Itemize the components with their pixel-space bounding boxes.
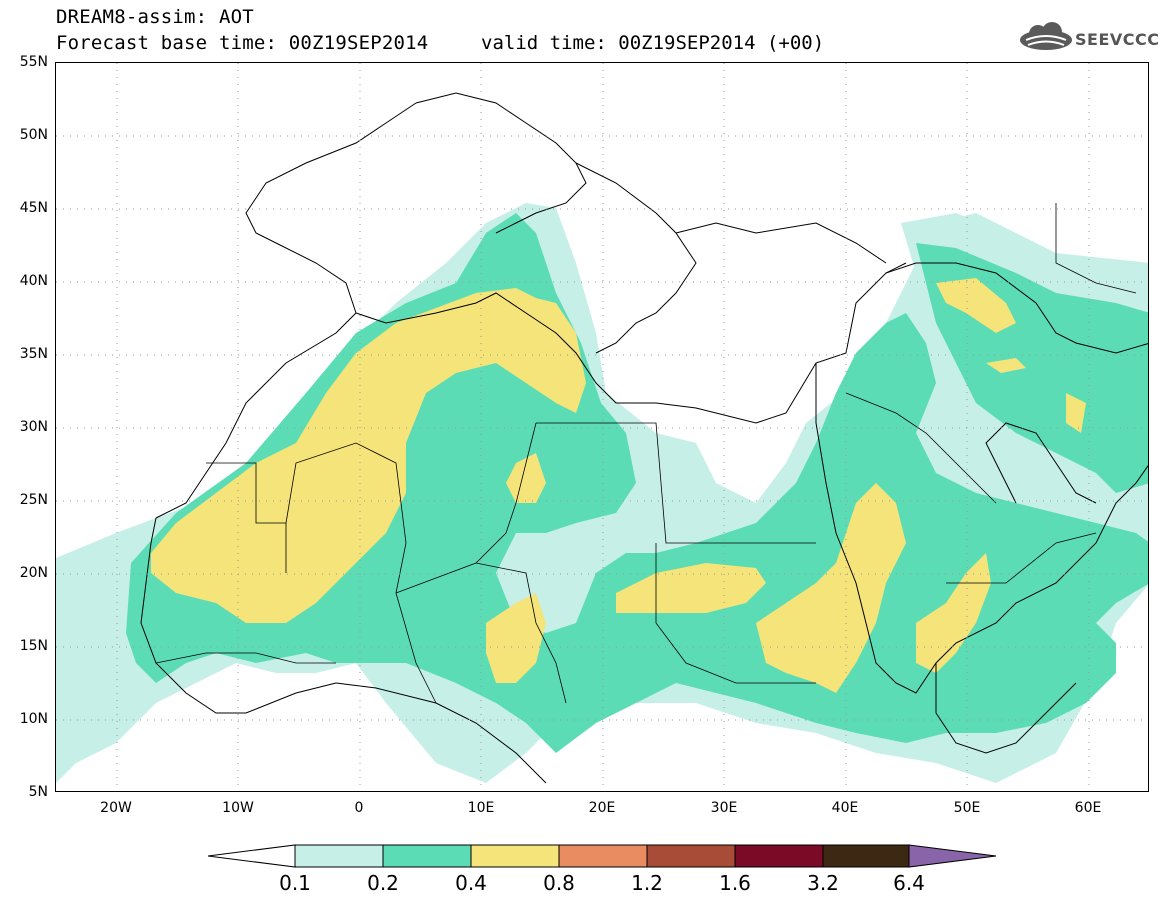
lon-label-0: 0	[354, 800, 364, 816]
colorbar-segment-3.2-6.4	[822, 844, 910, 868]
seevccc-logo	[1020, 22, 1072, 50]
coastlines	[140, 92, 1148, 784]
lon-label-20w: 20W	[100, 800, 132, 816]
colorbar-segment-below-0.1	[208, 844, 296, 868]
lat-label-55n: 55N	[19, 54, 48, 70]
country-borders	[155, 203, 1137, 704]
aot-colorbar	[208, 844, 997, 868]
lat-label-30n: 30N	[19, 419, 48, 435]
lat-label-35n: 35N	[19, 346, 48, 362]
valid-time: valid time: 00Z19SEP2014 (+00)	[481, 32, 825, 54]
lon-label-40e: 40E	[831, 800, 859, 816]
colorbar-segment-0.2-0.4	[382, 844, 472, 868]
lon-label-30e: 30E	[710, 800, 738, 816]
colorbar-label-0.4: 0.4	[455, 871, 487, 895]
lat-label-45n: 45N	[19, 200, 48, 216]
colorbar-segment-0.1-0.2	[294, 844, 384, 868]
colorbar-label-1.6: 1.6	[719, 871, 751, 895]
graticule	[56, 63, 1148, 791]
lat-label-5n: 5N	[28, 784, 48, 800]
map-title: DREAM8-assim: AOT	[56, 6, 254, 28]
aot-map	[55, 62, 1149, 792]
logo-text: SEEVCCC	[1075, 30, 1160, 49]
lon-label-20e: 20E	[588, 800, 616, 816]
aot-map-canvas	[56, 63, 1148, 791]
colorbar-segment-0.8-1.2	[558, 844, 648, 868]
aot-band-0.4-0.8	[151, 278, 1086, 693]
lon-label-10w: 10W	[222, 800, 254, 816]
colorbar-segment-0.4-0.8	[470, 844, 560, 868]
lon-label-50e: 50E	[953, 800, 981, 816]
colorbar-label-3.2: 3.2	[807, 871, 839, 895]
lon-label-60e: 60E	[1074, 800, 1102, 816]
colorbar-segment-1.6-3.2	[734, 844, 824, 868]
lat-label-15n: 15N	[19, 638, 48, 654]
lat-label-25n: 25N	[19, 492, 48, 508]
lon-label-10e: 10E	[467, 800, 495, 816]
colorbar-label-0.8: 0.8	[543, 871, 575, 895]
lat-label-10n: 10N	[19, 711, 48, 727]
colorbar-label-6.4: 6.4	[893, 871, 925, 895]
forecast-base-time: Forecast base time: 00Z19SEP2014	[56, 32, 429, 54]
colorbar-label-0.2: 0.2	[367, 871, 399, 895]
colorbar-segment-above-6.4	[908, 844, 997, 868]
lat-label-20n: 20N	[19, 565, 48, 581]
lat-label-50n: 50N	[19, 127, 48, 143]
colorbar-label-1.2: 1.2	[631, 871, 663, 895]
colorbar-segment-1.2-1.6	[646, 844, 736, 868]
lat-label-40n: 40N	[19, 273, 48, 289]
colorbar-label-0.1: 0.1	[279, 871, 311, 895]
